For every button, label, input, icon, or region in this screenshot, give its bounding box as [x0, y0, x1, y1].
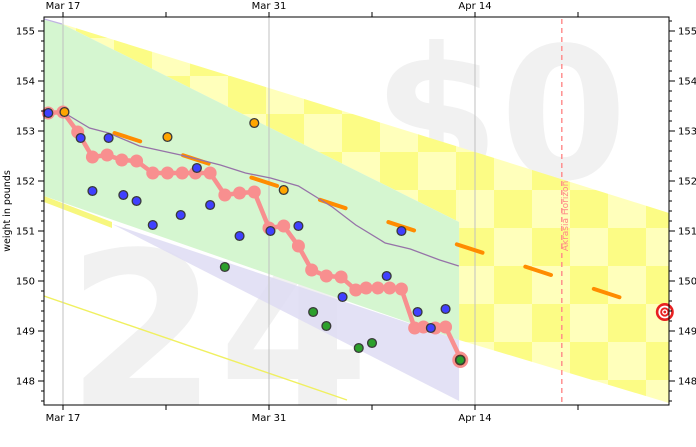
datapoint-apr5[interactable] [337, 291, 348, 303]
rosy-dot [371, 281, 385, 295]
rosy-dot [130, 154, 144, 168]
datapoint-apr11[interactable] [425, 322, 436, 334]
datapoint-apr12[interactable] [440, 303, 451, 315]
rosy-dot [115, 153, 129, 167]
bullseye-target [655, 303, 674, 321]
rosy-dot [359, 281, 373, 295]
y-axis-title: weight in pounds [2, 170, 13, 252]
rosy-dot [160, 166, 174, 180]
datapoint-apr2[interactable] [278, 184, 289, 196]
rosy-dot [218, 188, 232, 202]
rosy-dot [85, 150, 99, 164]
lavender-region [112, 224, 460, 401]
y-label-left: 151 [16, 227, 35, 238]
y-label-left: 153 [16, 127, 35, 138]
y-label-left: 152 [16, 177, 35, 188]
moving-average-line [64, 112, 459, 267]
rosy-dot [146, 166, 160, 180]
rosy-dot [394, 282, 408, 296]
datapoint-mar23[interactable] [147, 219, 158, 231]
region-edge-line [44, 18, 63, 25]
datapoint-mar26[interactable] [191, 162, 202, 174]
rosy-dot [291, 239, 305, 253]
datapoint-apr7[interactable] [353, 342, 364, 354]
datapoint-mar30[interactable] [249, 117, 260, 129]
y-label-right: 152 [678, 177, 696, 188]
datapoint-mar28[interactable] [219, 261, 230, 273]
datapoint-mar19[interactable] [87, 185, 98, 197]
y-label-right: 155 [678, 27, 696, 38]
datapoint-mar16[interactable] [43, 107, 54, 119]
y-label-right: 150 [678, 277, 696, 288]
y-label-right: 153 [678, 127, 696, 138]
rosy-dot [203, 166, 217, 180]
datapoint-apr9[interactable] [396, 225, 407, 237]
akrasia-horizon-label: Akrasia Horizon [561, 181, 571, 252]
x-label-top: Mar 17 [46, 1, 81, 12]
datapoint-mar20[interactable] [103, 132, 114, 144]
safe-region-green [44, 20, 460, 340]
rosy-dot [247, 185, 261, 199]
rosy-dot [277, 219, 291, 233]
y-label-right: 154 [678, 77, 696, 88]
road-regions [44, 18, 669, 403]
rosy-dot [175, 166, 189, 180]
datapoint-mar17[interactable] [59, 106, 70, 118]
thin-yellow-line [44, 295, 348, 401]
y-label-left: 150 [16, 277, 35, 288]
x-label-bottom: Mar 17 [46, 413, 81, 424]
x-label-bottom: Apr 14 [458, 413, 491, 424]
x-axis: Mar 17 Mar 17 Mar 31 Mar 31 Apr 14 Apr 14 [46, 1, 579, 424]
x-label-top: Apr 14 [458, 1, 491, 12]
rosy-line [41, 105, 467, 365]
rosy-dot [319, 269, 333, 283]
road-centerline [112, 131, 667, 314]
y-label-left: 148 [16, 377, 35, 388]
rosy-dot [383, 281, 397, 295]
datapoint-apr5[interactable] [321, 320, 332, 332]
datapoint-mar21[interactable] [118, 189, 129, 201]
yellow-strip [44, 196, 112, 228]
datapoint-mar25[interactable] [175, 209, 186, 221]
datapoint-apr2[interactable] [293, 220, 304, 232]
x-label-top: Mar 31 [252, 1, 287, 12]
datapoint-apr8[interactable] [366, 337, 378, 349]
rosy-dot [334, 270, 348, 284]
datapoint-apr13[interactable] [452, 352, 469, 368]
rosy-dot [305, 263, 319, 277]
rosy-dot [349, 283, 363, 297]
y-axis: 148 148 149 149 150 150 151 151 152 152 153 153 154 1… [2, 20, 696, 402]
datapoint-apr8[interactable] [381, 270, 392, 282]
datapoint-mar31[interactable] [265, 225, 276, 237]
road-band-right [459, 147, 669, 403]
y-label-right: 149 [678, 327, 696, 338]
datapoint-mar22[interactable] [131, 195, 142, 207]
y-label-right: 151 [678, 227, 696, 238]
y-label-left: 155 [16, 27, 35, 38]
datapoint-apr10[interactable] [412, 306, 423, 318]
rosy-dot [100, 148, 114, 162]
y-label-left: 149 [16, 327, 35, 338]
y-label-right: 148 [678, 377, 696, 388]
datapoint-mar27[interactable] [205, 199, 216, 211]
datapoint-apr4[interactable] [308, 306, 319, 318]
rosy-dot [233, 186, 247, 200]
datapoint-mar24[interactable] [162, 131, 173, 143]
x-label-bottom: Mar 31 [252, 413, 287, 424]
y-label-left: 154 [16, 77, 35, 88]
rosy-dot [439, 320, 453, 334]
datapoint-mar29[interactable] [234, 230, 245, 242]
datapoint-mar18[interactable] [75, 132, 86, 144]
